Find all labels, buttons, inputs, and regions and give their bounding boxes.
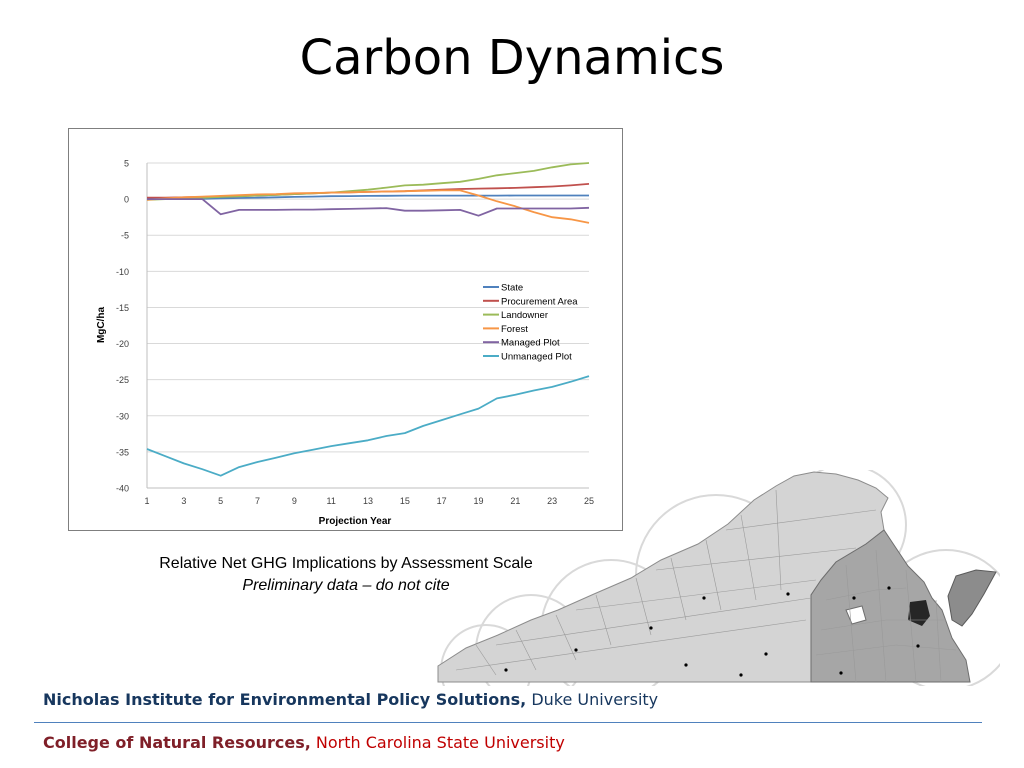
delmarva-peninsula: [947, 569, 997, 627]
legend: State Procurement Area Landowner Forest Mana…: [483, 283, 578, 363]
virginia-county-map: [437, 470, 1000, 686]
y-tick-label: -10: [116, 267, 129, 277]
footer-university-ncsu: North Carolina State University: [310, 733, 565, 752]
x-tick-label: 25: [584, 496, 594, 506]
series-lines: [146, 162, 590, 477]
x-tick-label: 19: [473, 496, 483, 506]
footer-college: College of Natural Resources, North Caro…: [43, 733, 565, 752]
county-boundaries: [455, 489, 957, 683]
y-tick-label: -40: [116, 484, 129, 494]
chart-caption: Relative Net GHG Implications by Assessm…: [96, 553, 596, 597]
legend-label: Forest: [501, 324, 528, 335]
x-tick-label: 7: [255, 496, 260, 506]
x-tick-label: 13: [363, 496, 373, 506]
legend-label: Unmanaged Plot: [501, 352, 572, 363]
y-tick-label: -30: [116, 411, 129, 421]
footer-nicholas-institute: Nicholas Institute for Environmental Pol…: [43, 690, 658, 709]
y-tick-label: -5: [121, 231, 129, 241]
slide-title: Carbon Dynamics: [299, 30, 725, 86]
footer-university-duke: Duke University: [526, 690, 659, 709]
series-line-managed-plot: [147, 198, 590, 217]
footer-college-name: College of Natural Resources,: [43, 733, 311, 752]
footer-institute-name: Nicholas Institute for Environmental Pol…: [43, 690, 527, 709]
legend-label: Managed Plot: [501, 338, 560, 349]
x-tick-label: 15: [400, 496, 410, 506]
map-points: [504, 586, 920, 677]
y-tick-labels: 5 0 -5 -10 -15 -20 -25 -30 -35 -40: [116, 159, 129, 494]
line-chart: 50-5-10-15-20-25-30-35-40 1 3 5 7 9 11 13 15 17 1…: [96, 159, 594, 528]
x-tick-label: 9: [292, 496, 297, 506]
y-tick-label: -15: [116, 303, 129, 313]
y-axis-label: MgC/ha: [96, 307, 107, 344]
x-tick-labels: 1 3 5 7 9 11 13 15 17 19 21 23 25: [144, 496, 594, 506]
y-tick-label: 0: [124, 195, 129, 205]
x-tick-label: 1: [144, 496, 149, 506]
highlighted-county: [908, 600, 930, 626]
caption-title: Relative Net GHG Implications by Assessm…: [159, 555, 533, 572]
x-tick-label: 11: [326, 496, 335, 506]
x-axis-label: Projection Year: [319, 516, 392, 527]
y-tick-label: -25: [116, 375, 129, 385]
x-tick-label: 3: [181, 496, 186, 506]
series-line-state: [147, 194, 589, 200]
x-tick-label: 21: [510, 496, 520, 506]
y-tick-label: -20: [116, 339, 129, 349]
white-county: [845, 605, 867, 625]
x-tick-label: 5: [218, 496, 223, 506]
x-tick-label: 23: [547, 496, 557, 506]
footer-divider: [34, 722, 982, 723]
legend-label: Landowner: [501, 310, 548, 321]
y-tick-label: -35: [116, 447, 129, 457]
caption-disclaimer: Preliminary data – do not cite: [242, 577, 450, 594]
series-line-landowner: [146, 162, 590, 201]
legend-label: Procurement Area: [501, 296, 578, 307]
legend-label: State: [501, 283, 523, 294]
series-line-forest: [146, 189, 590, 224]
series-line-unmanaged-plot: [146, 375, 590, 477]
x-tick-label: 17: [437, 496, 447, 506]
virginia-east-region: [810, 529, 971, 683]
chart-frame: 5 0 -5 -10 -15 -20 -25 -30 -35 -40 1 3 5 7 9 11 13 15 17 1…: [68, 128, 623, 531]
y-tick-label: 5: [124, 159, 129, 169]
